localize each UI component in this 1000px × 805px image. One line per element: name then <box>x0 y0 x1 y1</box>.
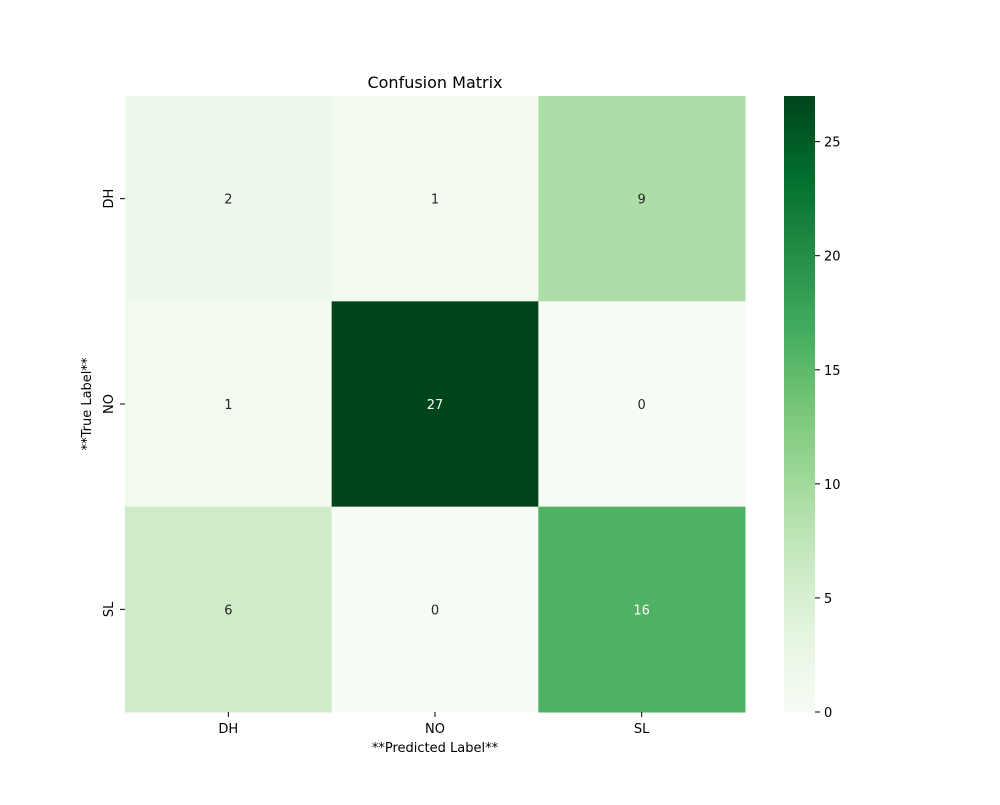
heatmap-cell <box>331 301 539 508</box>
cell-value-label: 2 <box>224 193 232 208</box>
cell-value-label: 27 <box>427 398 444 413</box>
colorbar-tick-label: 15 <box>824 364 841 379</box>
colorbar-tick-label: 10 <box>824 478 841 493</box>
colorbar-tick-label: 20 <box>824 250 841 265</box>
heatmap-cell <box>331 96 539 302</box>
colorbar: 0 5 10 15 20 25 <box>784 96 841 721</box>
cell-value-label: 0 <box>431 603 439 618</box>
heatmap-cell <box>538 301 746 508</box>
colorbar-tick-label: 5 <box>824 592 832 607</box>
y-axis-label: **True Label** <box>80 357 95 450</box>
y-tick-label: SL <box>102 601 117 617</box>
heatmap-cell <box>125 506 333 713</box>
heatmap-cell <box>125 301 333 508</box>
heatmap-cell <box>331 506 539 713</box>
colorbar-tick-label: 0 <box>824 706 832 721</box>
cell-value-label: 0 <box>638 398 646 413</box>
chart-title: Confusion Matrix <box>367 73 502 92</box>
cell-value-label: 16 <box>633 603 650 618</box>
heatmap-cell <box>538 506 746 713</box>
cell-value-label: 1 <box>431 193 439 208</box>
heatmap-cell <box>125 96 333 302</box>
y-axis: DH NO SL <box>102 189 125 617</box>
x-axis: DH NO SL <box>218 712 650 737</box>
heatmap-cells: 2 1 9 1 27 0 6 0 16 <box>125 96 746 713</box>
cell-value-label: 6 <box>224 603 232 618</box>
heatmap-cell <box>538 96 746 302</box>
colorbar-tick-label: 25 <box>824 136 841 151</box>
x-tick-label: NO <box>425 722 445 737</box>
x-axis-label: **Predicted Label** <box>372 741 499 756</box>
cell-value-label: 1 <box>224 398 232 413</box>
cell-value-label: 9 <box>638 193 646 208</box>
x-tick-label: DH <box>218 722 238 737</box>
colorbar-ticks: 0 5 10 15 20 25 <box>815 136 841 721</box>
x-tick-label: SL <box>634 722 650 737</box>
y-tick-label: NO <box>102 394 117 414</box>
colorbar-gradient <box>784 96 815 712</box>
y-tick-label: DH <box>102 189 117 209</box>
